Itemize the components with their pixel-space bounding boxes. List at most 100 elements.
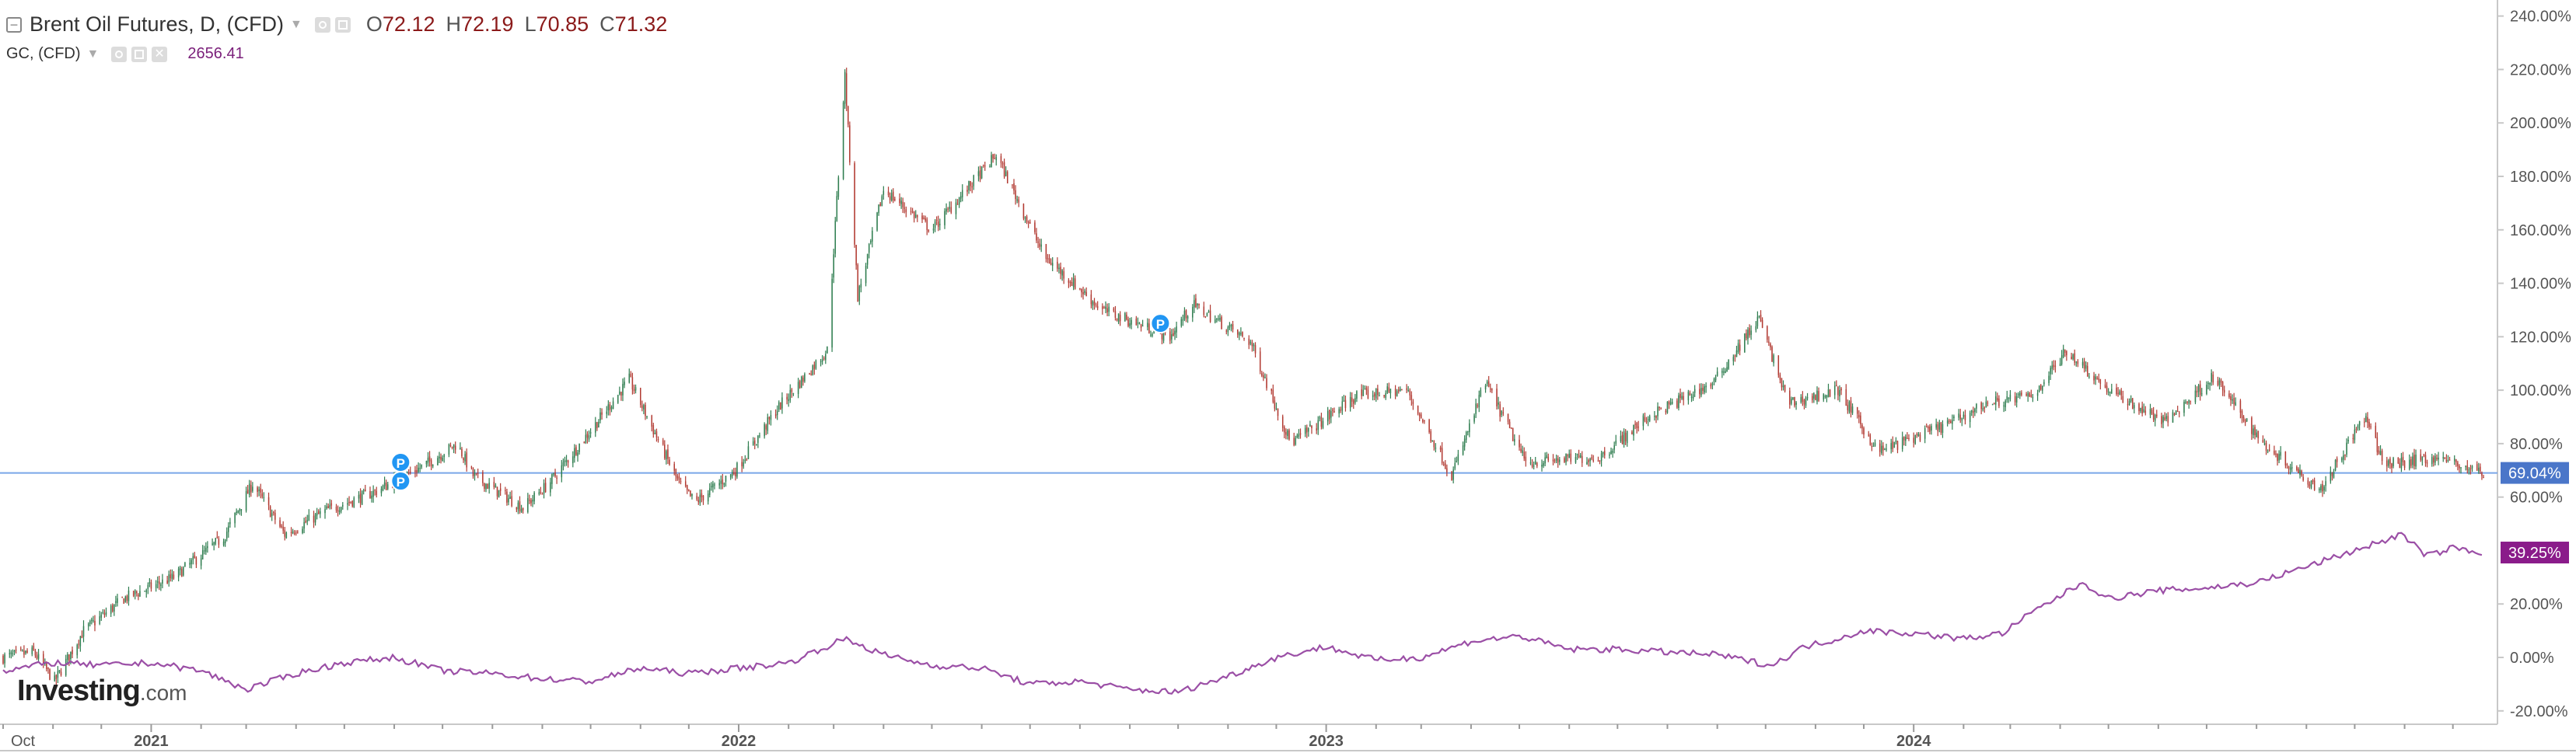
compare-series-title[interactable]: GC, (CFD) (6, 45, 81, 62)
y-tick-label: 200.00% (2510, 115, 2571, 132)
candle-body (1386, 386, 1389, 393)
candle-body (1507, 413, 1509, 422)
x-tick-label: 2022 (722, 733, 757, 750)
candle-body (1760, 314, 1762, 322)
settings-icon[interactable] (131, 46, 148, 62)
main-series-title[interactable]: Brent Oil Futures, D, (CFD) (30, 12, 285, 36)
candle-body (662, 440, 664, 444)
settings-icon[interactable] (334, 16, 351, 33)
candle-body (2403, 461, 2406, 469)
candle-body (714, 484, 715, 486)
candle-body (1565, 454, 1567, 462)
candle-body (1263, 375, 1264, 378)
candle-body (2286, 464, 2288, 465)
candle-body (1784, 385, 1786, 392)
candle-body (2072, 354, 2074, 359)
candle-body (2128, 400, 2130, 405)
candle-body (387, 484, 389, 490)
candle-body (13, 650, 16, 653)
candle-body (1963, 414, 1965, 417)
candle-body (1559, 459, 1561, 462)
candle-body (2381, 450, 2383, 462)
candle-body (1243, 337, 1245, 340)
candle-body (802, 377, 804, 382)
candle-body (2223, 389, 2225, 393)
candle-body (1800, 397, 1802, 403)
candle-body (1060, 267, 1061, 274)
candle-body (1377, 389, 1379, 396)
event-marker-icon[interactable] (390, 451, 411, 472)
candle-body (977, 171, 980, 176)
candle-body (2379, 451, 2382, 455)
main-series-legend[interactable]: − Brent Oil Futures, D, (CFD) ▼ O 72.12 H… (6, 12, 667, 37)
visibility-icon[interactable] (111, 46, 128, 62)
candle-body (917, 215, 918, 218)
candle-body (1827, 389, 1830, 398)
candle-body (263, 497, 265, 498)
candle-body (1533, 465, 1535, 467)
candle-body (1406, 388, 1407, 390)
candle-body (1519, 439, 1520, 448)
candle-body (696, 496, 697, 500)
candle-body (239, 509, 241, 511)
candle-body (767, 417, 769, 431)
candle-body (1116, 319, 1118, 321)
candle-body (809, 373, 810, 375)
candle-body (1744, 333, 1746, 353)
candle-body (913, 211, 915, 218)
candle-body (522, 507, 524, 511)
candle-body (2448, 459, 2451, 461)
candle-body (330, 503, 333, 506)
candle-body (553, 473, 554, 475)
chevron-down-icon[interactable]: ▼ (86, 47, 100, 61)
candle-body (1554, 460, 1556, 462)
chevron-down-icon[interactable]: ▼ (290, 17, 302, 31)
candle-body (2054, 365, 2057, 368)
candle-body (1169, 331, 1171, 341)
collapse-icon[interactable]: − (6, 16, 22, 33)
candle-body (2457, 462, 2459, 466)
candle-body (1410, 395, 1413, 400)
candle-body (1861, 424, 1863, 429)
candle-body (1895, 440, 1897, 442)
visibility-icon[interactable] (314, 16, 330, 33)
candle-body (1108, 306, 1110, 312)
candle-body (1361, 389, 1362, 396)
candle-body (1858, 414, 1860, 418)
candle-body (1816, 390, 1818, 402)
candle-body (439, 456, 440, 458)
logo-suffix-text: .com (139, 681, 187, 705)
candle-body (1591, 457, 1592, 459)
candle-body (609, 404, 611, 410)
candle-body (1354, 398, 1356, 403)
candle-body (170, 574, 172, 579)
candle-body (2301, 470, 2302, 476)
candle-body (138, 594, 139, 597)
close-value: 71.32 (614, 12, 668, 36)
candle-body (1919, 434, 1921, 441)
candle-body (1185, 310, 1187, 319)
candle-body (2465, 465, 2466, 468)
event-markers[interactable]: PPP (390, 313, 1171, 492)
candle-body (1016, 199, 1018, 201)
close-icon[interactable] (152, 46, 168, 62)
candle-body (419, 468, 421, 469)
event-marker-icon[interactable] (1150, 313, 1171, 334)
candle-body (799, 381, 801, 388)
candle-body (958, 197, 960, 205)
candle-body (872, 231, 873, 242)
candle-body (527, 498, 529, 512)
candle-body (966, 190, 968, 192)
compare-series-legend[interactable]: GC, (CFD) ▼ 2656.41 (6, 45, 244, 63)
candle-body (1771, 347, 1773, 362)
candle-body (418, 467, 419, 472)
candle-body (858, 286, 861, 302)
candle-body (1003, 162, 1005, 177)
candle-body (2143, 409, 2144, 413)
candle-body (1913, 438, 1914, 443)
candle-body (432, 464, 434, 467)
candle-body (2039, 385, 2042, 390)
candle-body (541, 493, 544, 495)
candle-body (565, 460, 568, 462)
